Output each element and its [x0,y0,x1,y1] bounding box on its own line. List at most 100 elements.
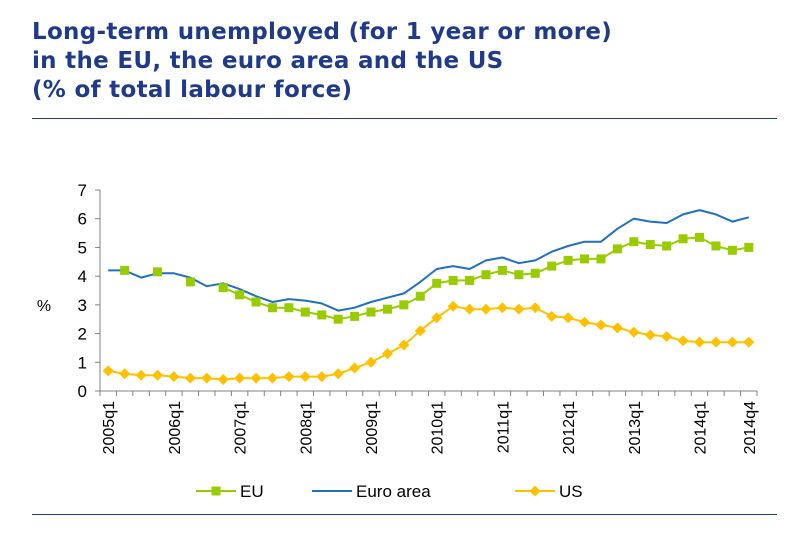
data-point-eu [235,290,245,300]
data-point-us [365,356,377,368]
data-point-eu [530,268,540,278]
x-tick-label: 2012q1 [561,401,578,454]
data-point-eu [744,242,754,252]
legend-label-euro-area: Euro area [356,482,431,501]
data-point-us [332,368,344,380]
x-tick-label: 2006q1 [167,401,184,454]
data-point-us [496,302,508,314]
legend-item-us: US [515,482,583,501]
series-line-euro-area [108,209,750,312]
y-tick-label: 3 [78,296,87,315]
x-tick-label: 2013q1 [627,401,644,454]
x-tick-label: 2011q1 [495,401,512,453]
data-point-us [266,372,278,384]
y-tick-label: 2 [78,325,87,344]
x-tick-label: 2009q1 [364,401,381,454]
data-point-us [299,371,311,383]
data-point-us [283,371,295,383]
chart-axes: 0 1 2 3 4 5 6 7% 2005q1 2006q1 2007q1 2008q1 2009q1 2… [37,181,759,454]
data-point-us [661,330,673,342]
x-tick-label: 2007q1 [233,401,250,454]
chart-title: Long-term unemployed (for 1 year or more… [32,18,792,105]
data-point-eu [563,255,573,265]
bottom-divider [32,514,777,515]
data-point-us [349,362,361,374]
series-us [102,300,755,386]
data-point-us [677,335,689,347]
data-point-us [447,300,459,312]
data-point-us [562,312,574,324]
data-point-eu [185,277,195,287]
data-point-eu [678,234,688,244]
data-point-eu [432,278,442,288]
data-point-us [234,372,246,384]
data-point-us [184,372,196,384]
data-point-eu [152,267,162,277]
data-point-us [250,372,262,384]
y-tick-label: 6 [78,210,87,229]
data-point-us [119,368,131,380]
data-point-eu [580,254,590,264]
data-point-us [135,369,147,381]
chart-series [102,209,755,386]
data-point-us [217,374,229,386]
y-tick-label: 7 [78,181,87,200]
series-eu [120,232,754,324]
y-axis-label: % [37,298,51,315]
legend-item-eu: EU [196,482,264,501]
x-tick-label: 2014q4 [742,401,759,454]
data-point-eu [284,303,294,313]
x-tick-label: 2014q1 [693,401,710,454]
legend-marker-eu [211,486,221,496]
data-point-us [710,336,722,348]
data-point-us [529,302,541,314]
series-line-us [108,305,749,381]
data-point-us [743,336,755,348]
data-point-eu [448,275,458,285]
data-point-us [316,371,328,383]
data-point-eu [399,300,409,310]
data-point-us [102,365,114,377]
data-point-us [414,325,426,337]
data-point-us [628,326,640,338]
data-point-us [168,371,180,383]
legend-item-euro-area: Euro area [312,482,431,501]
data-point-eu [415,291,425,301]
legend-label-us: US [559,482,583,501]
data-point-eu [120,265,130,275]
data-point-us [513,303,525,315]
data-point-us [694,336,706,348]
x-tick-label: 2005q1 [101,401,118,454]
data-point-us [381,348,393,360]
data-point-eu [727,245,737,255]
y-tick-label: 1 [78,353,87,372]
data-point-eu [267,303,277,313]
data-point-us [464,303,476,315]
data-point-us [480,303,492,315]
legend-marker-us [529,485,541,497]
data-point-eu [596,254,606,264]
data-point-eu [218,283,228,293]
x-tick-label: 2008q1 [298,401,315,454]
data-point-us [398,339,410,351]
data-point-eu [612,244,622,254]
data-point-eu [366,307,376,317]
data-point-eu [514,270,524,280]
data-point-us [595,319,607,331]
data-point-eu [497,265,507,275]
data-point-eu [465,275,475,285]
data-point-eu [711,241,721,251]
data-point-eu [481,270,491,280]
data-point-us [611,322,623,334]
data-point-eu [300,307,310,317]
y-tick-label: 5 [78,238,87,257]
data-point-eu [251,297,261,307]
chart-title-line-3: (% of total labour force) [32,77,353,103]
data-point-eu [662,241,672,251]
data-point-eu [629,237,639,247]
data-point-eu [317,310,327,320]
top-divider [32,118,777,119]
y-tick-label: 4 [78,267,87,286]
series-euro-area [108,209,750,312]
data-point-eu [382,304,392,314]
